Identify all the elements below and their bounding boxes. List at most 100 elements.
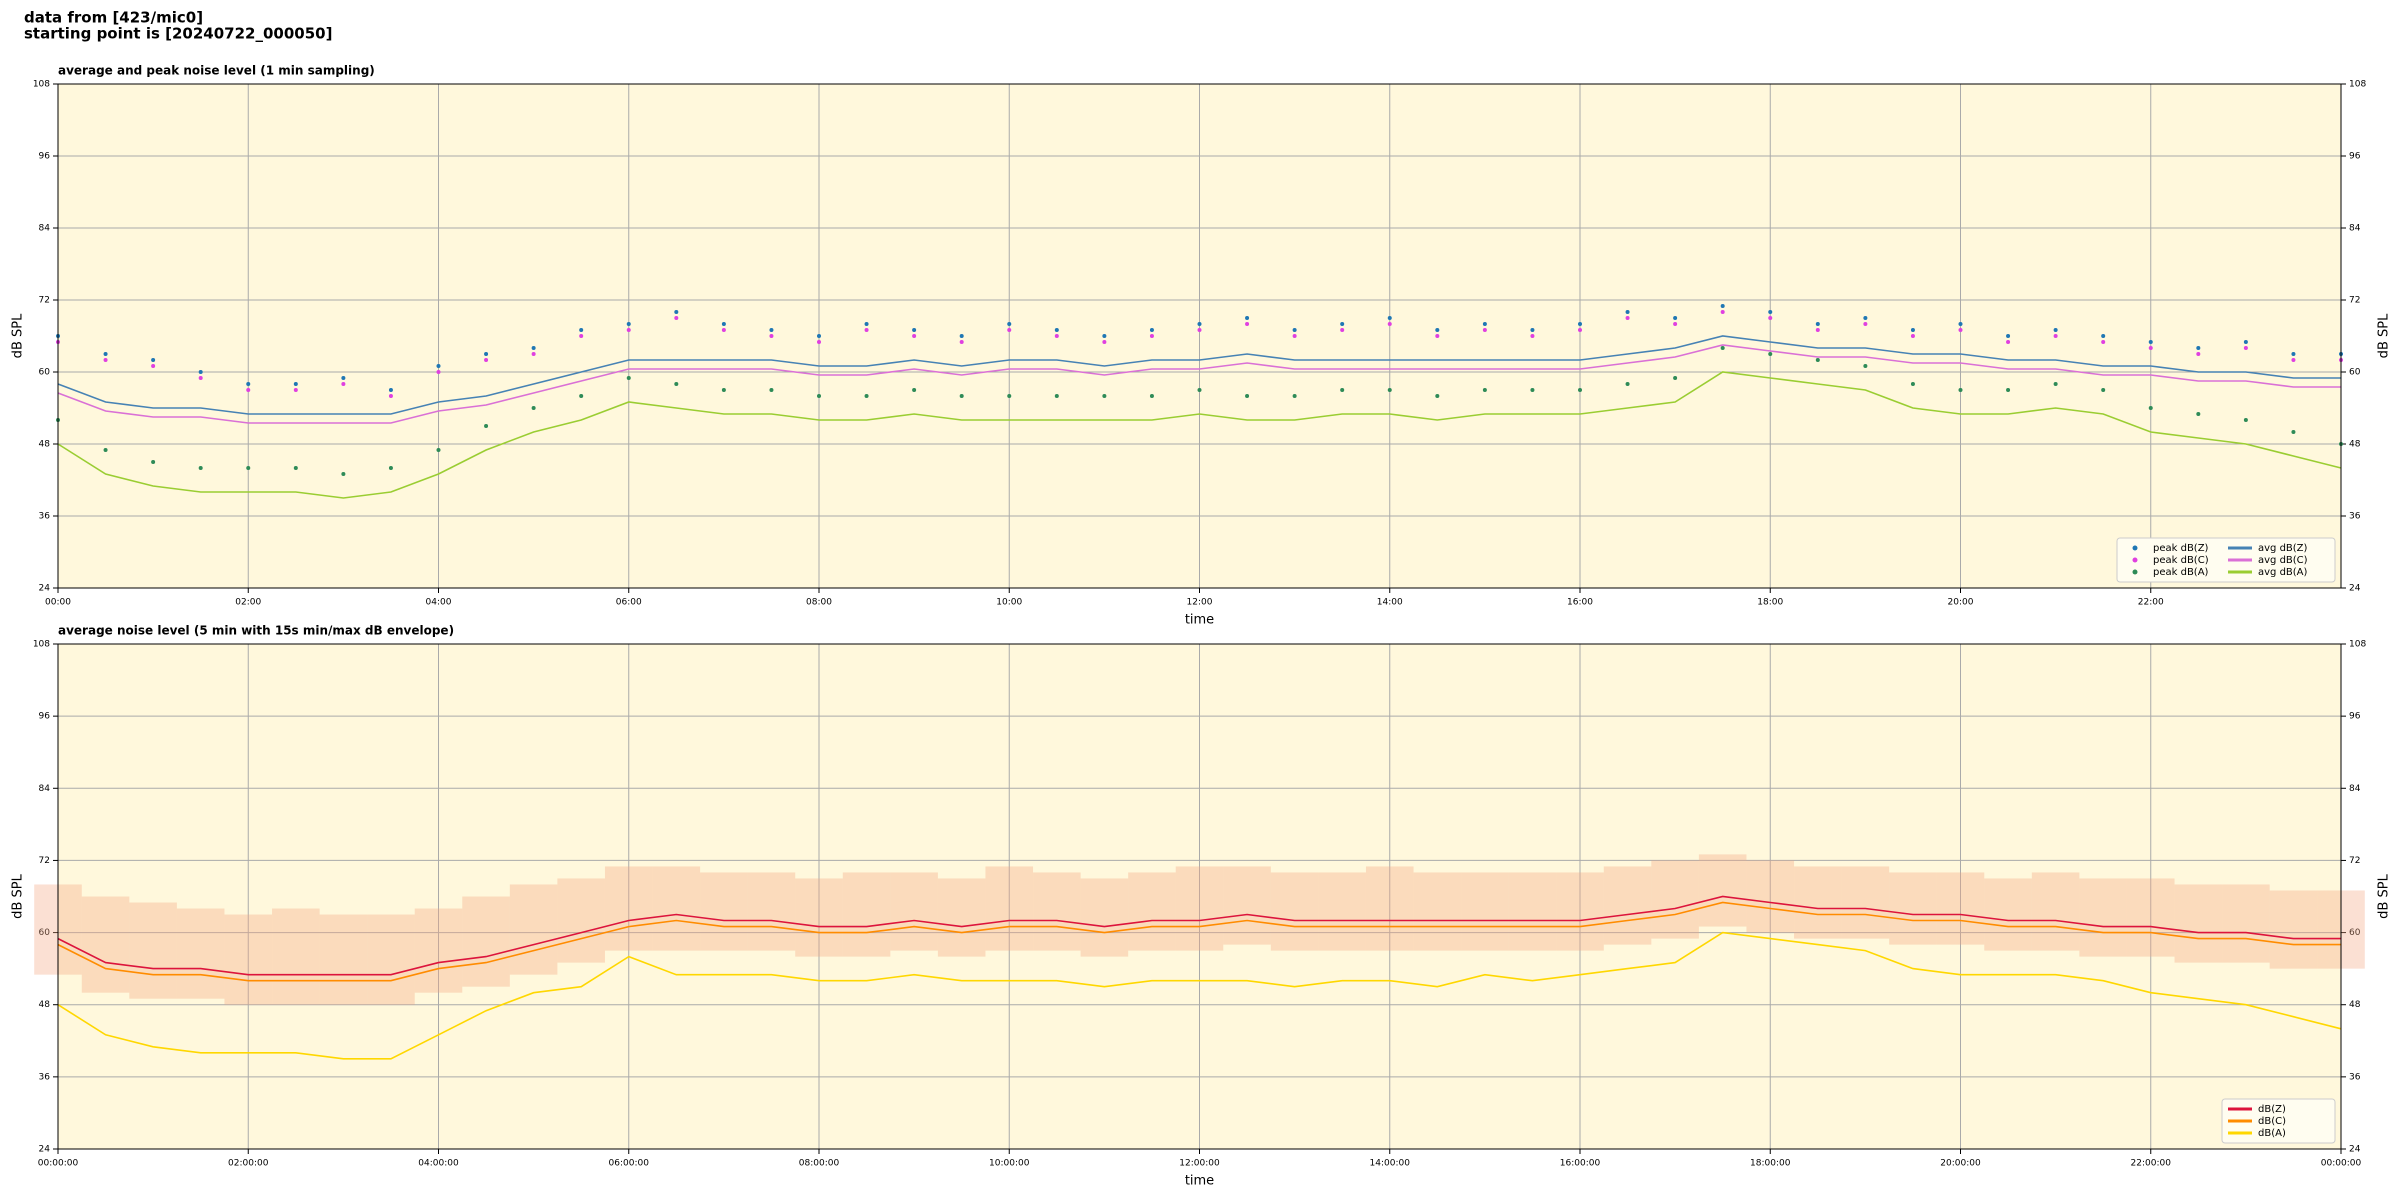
x-axis-label: time	[1185, 1174, 1214, 1189]
envelope-band	[1033, 872, 1081, 951]
envelope-band	[319, 914, 368, 1005]
peak-point	[1910, 334, 1915, 338]
peak-point	[674, 316, 679, 320]
peak-point	[388, 466, 393, 470]
peak-point	[341, 376, 346, 380]
y-axis-label: dB SPL	[11, 313, 26, 358]
x-tick-label: 06:00	[616, 598, 642, 608]
peak-point	[1530, 388, 1535, 392]
envelope-band	[604, 866, 653, 951]
envelope-band	[1175, 866, 1224, 951]
peak-point	[484, 352, 489, 356]
peak-point	[2148, 406, 2153, 410]
x-tick-label: 08:00	[806, 598, 832, 608]
y-tick-label: 84	[2349, 224, 2361, 234]
envelope-band	[1413, 872, 1462, 951]
peak-point	[341, 382, 346, 386]
peak-point	[1007, 328, 1012, 332]
peak-point	[151, 358, 156, 362]
peak-point	[1815, 322, 1820, 326]
x-tick-label: 02:00:00	[228, 1159, 269, 1169]
peak-point	[2196, 346, 2201, 350]
legend-label: avg dB(Z)	[2258, 543, 2308, 554]
peak-point	[1054, 334, 1059, 338]
peak-point	[1292, 334, 1297, 338]
y-tick-label: 48	[2349, 1000, 2361, 1010]
y-tick-label: 96	[39, 152, 51, 162]
peak-point	[721, 322, 726, 326]
peak-point	[1673, 322, 1678, 326]
x-tick-label: 14:00:00	[1370, 1159, 1411, 1169]
peak-point	[769, 334, 774, 338]
x-tick-label: 22:00:00	[2131, 1159, 2172, 1169]
peak-point	[484, 424, 489, 428]
envelope-band	[224, 914, 273, 1005]
x-tick-label: 16:00	[1567, 598, 1593, 608]
y-tick-label: 108	[33, 640, 50, 650]
peak-point	[674, 382, 679, 386]
peak-point	[1245, 394, 1250, 398]
envelope-band	[1223, 866, 1271, 945]
envelope-band	[1984, 878, 2032, 951]
envelope-band	[1651, 860, 1699, 939]
y-tick-label: 24	[2349, 1145, 2361, 1155]
peak-point	[1482, 388, 1487, 392]
y-tick-label: 96	[2349, 152, 2361, 162]
peak-point	[531, 346, 536, 350]
legend-label: peak dB(A)	[2153, 567, 2209, 578]
envelope-band	[985, 866, 1034, 951]
peak-point	[1292, 394, 1297, 398]
peak-point	[1482, 322, 1487, 326]
y-tick-label: 72	[2349, 296, 2360, 306]
peak-point	[151, 460, 156, 464]
x-tick-label: 04:00	[426, 598, 452, 608]
peak-point	[1863, 364, 1868, 368]
y-tick-label: 84	[39, 784, 51, 794]
envelope-band	[1080, 878, 1129, 957]
peak-point	[2148, 346, 2153, 350]
envelope-band	[367, 914, 415, 1005]
envelope-band	[795, 878, 843, 957]
x-tick-label: 00:00:00	[38, 1159, 79, 1169]
peak-point	[2196, 352, 2201, 356]
legend-label: dB(C)	[2258, 1116, 2286, 1127]
peak-point	[531, 406, 536, 410]
envelope-band	[509, 884, 558, 975]
envelope-band	[557, 878, 605, 963]
y-tick-label: 72	[39, 296, 50, 306]
peak-point	[1102, 340, 1107, 344]
y-tick-label: 36	[39, 512, 51, 522]
x-tick-label: 10:00:00	[989, 1159, 1030, 1169]
legend-label: peak dB(C)	[2153, 555, 2209, 566]
peak-point	[484, 358, 489, 362]
envelope-band	[2269, 890, 2318, 969]
y-tick-label: 72	[2349, 856, 2360, 866]
envelope-band	[747, 872, 796, 951]
peak-point	[959, 340, 964, 344]
peak-point	[2243, 418, 2248, 422]
peak-point	[579, 334, 584, 338]
envelope-band	[890, 872, 938, 951]
envelope-band	[2126, 878, 2175, 957]
peak-point	[246, 388, 251, 392]
envelope-band	[1318, 872, 1366, 951]
header-line: starting point is [20240722_000050]	[24, 25, 332, 43]
peak-point	[769, 388, 774, 392]
x-tick-label: 00:00	[45, 598, 71, 608]
x-tick-label: 10:00	[996, 598, 1022, 608]
legend-label: avg dB(C)	[2258, 555, 2308, 566]
peak-point	[246, 382, 251, 386]
y-tick-label: 48	[39, 1000, 51, 1010]
peak-point	[912, 334, 917, 338]
peak-point	[579, 328, 584, 332]
envelope-band	[1841, 866, 1890, 939]
y-tick-label: 108	[2349, 640, 2366, 650]
peak-point	[817, 394, 821, 398]
peak-point	[103, 352, 108, 356]
y-tick-label: 96	[39, 712, 51, 722]
peak-point	[531, 352, 536, 356]
y-tick-label: 24	[39, 1145, 51, 1155]
peak-point	[912, 388, 917, 392]
legend-swatch	[2132, 545, 2138, 551]
